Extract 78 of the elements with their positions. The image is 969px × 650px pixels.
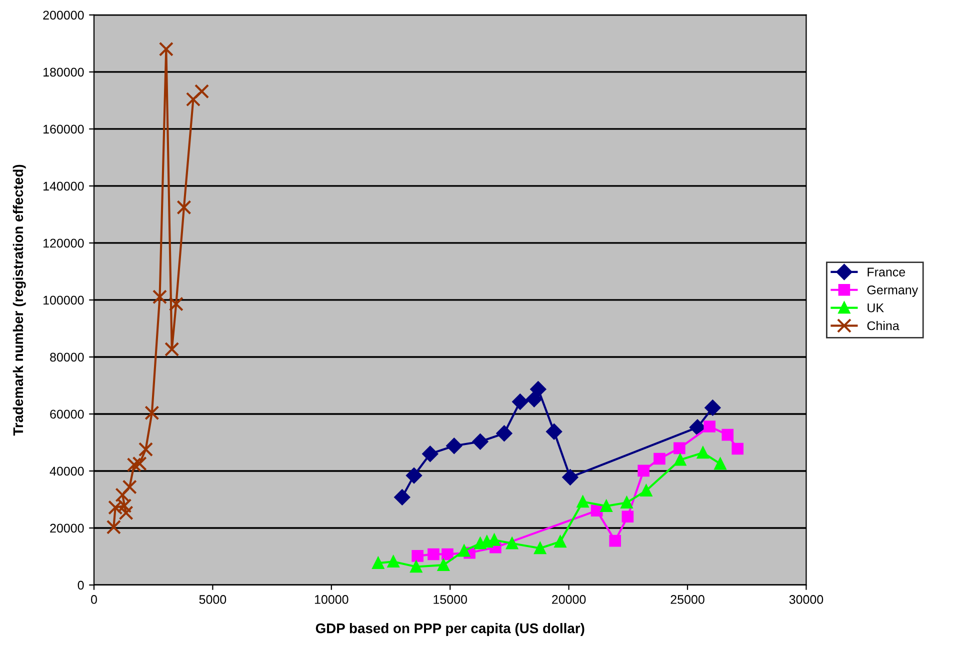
point [194, 84, 210, 99]
y-tick-label: 0 [78, 580, 84, 590]
y-tick-label: 200000 [43, 10, 84, 20]
x-axis-title: GDP based on PPP per capita (US dollar) [316, 623, 584, 636]
point [622, 510, 634, 522]
y-tick-label: 180000 [44, 68, 84, 77]
x-tick-label: 10000 [314, 595, 348, 604]
legend-label: China [867, 321, 900, 330]
point [600, 500, 612, 512]
point [406, 468, 422, 484]
y-tick-label: 100000 [44, 296, 84, 305]
point [697, 446, 709, 459]
point [132, 456, 147, 471]
point [530, 381, 546, 398]
point [152, 290, 168, 304]
legend-label: Germany [867, 286, 918, 297]
point [106, 520, 121, 534]
point [554, 536, 566, 548]
legend-label: UK [868, 304, 884, 312]
point [690, 419, 706, 436]
y-tick-label: 80000 [50, 352, 84, 362]
point [654, 452, 666, 465]
x-tick-label: 20000 [552, 595, 586, 604]
point [496, 425, 512, 442]
point [609, 534, 622, 547]
point [428, 548, 440, 560]
point [126, 457, 142, 472]
point [638, 464, 650, 477]
point [674, 442, 686, 454]
point [138, 442, 154, 457]
point [164, 342, 180, 357]
point [438, 559, 450, 571]
point [422, 446, 438, 462]
point [472, 434, 488, 450]
point [620, 496, 633, 509]
point [534, 542, 546, 554]
point [387, 556, 400, 568]
point [144, 406, 160, 420]
point [732, 442, 744, 455]
y-axis-title: Trademark number (registration effected) [12, 164, 26, 436]
point [704, 420, 716, 432]
x-tick-label: 25000 [670, 595, 704, 604]
point [546, 424, 562, 440]
y-tick-label: 20000 [50, 524, 84, 533]
x-tick-label: 5000 [199, 595, 226, 604]
point [446, 438, 462, 454]
point [562, 469, 578, 486]
point [640, 484, 652, 497]
x-tick-label: 30000 [789, 595, 824, 604]
y-tick-label: 40000 [50, 466, 84, 476]
point [168, 296, 184, 312]
point [372, 557, 384, 569]
y-tick-label: 60000 [50, 410, 84, 419]
point [442, 548, 454, 560]
point [186, 92, 201, 107]
point [526, 391, 542, 408]
legend-label: France [868, 268, 906, 276]
y-tick-label: 120000 [44, 238, 84, 248]
point [118, 506, 134, 520]
point [714, 458, 726, 470]
point [115, 488, 130, 502]
point [722, 428, 734, 441]
point [674, 454, 686, 466]
point [458, 544, 470, 557]
point [512, 394, 528, 410]
point [176, 200, 192, 215]
x-tick-label: 0 [91, 595, 97, 604]
point [122, 480, 137, 494]
y-tick-label: 140000 [44, 182, 84, 191]
point [704, 400, 721, 416]
point [158, 42, 174, 56]
y-tick-label: 160000 [44, 124, 84, 134]
point [506, 537, 518, 550]
point [576, 496, 589, 508]
point [412, 550, 424, 562]
x-tick-label: 15000 [434, 595, 467, 604]
point [410, 560, 422, 573]
point [394, 489, 410, 506]
